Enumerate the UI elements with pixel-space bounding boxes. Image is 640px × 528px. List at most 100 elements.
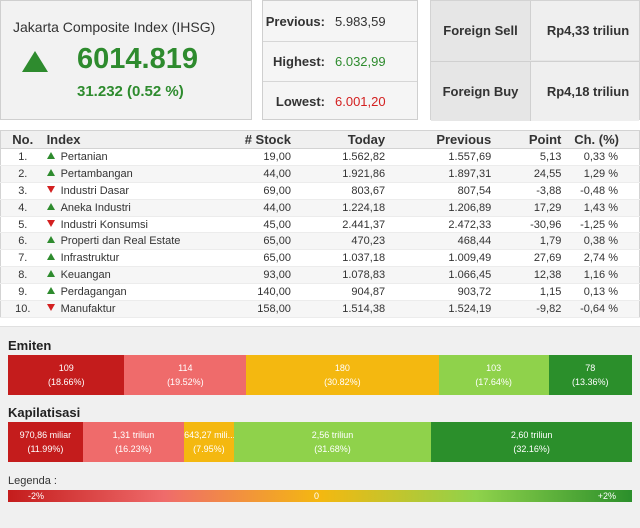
kapitalisasi-segment: 970,86 miliar (11.99%) — [8, 422, 83, 462]
cell-stock: 69,00 — [214, 182, 291, 200]
kapitalisasi-segment: 1,31 triliun (16.23%) — [82, 422, 185, 462]
emiten-segment-value: 114 — [178, 363, 193, 373]
cell-point: 27,69 — [491, 249, 562, 268]
legend-max-label: +2% — [597, 491, 616, 501]
cell-no: 1. — [0, 148, 45, 166]
cell-previous: 1.009,49 — [385, 249, 492, 268]
cell-previous: 1.897,31 — [385, 165, 492, 183]
table-row: 9. Perdagangan 140,00 904,87 903,72 1,15 0,13 … — [0, 283, 640, 302]
cell-no: 5. — [0, 216, 45, 234]
emiten-segment: 103 (17.64%) — [438, 355, 549, 395]
legend-title: Legenda : — [8, 475, 57, 487]
trend-up-icon — [22, 51, 48, 72]
emiten-segment-percent: (30.82%) — [324, 377, 361, 387]
cell-point: -30,96 — [491, 216, 562, 234]
cell-index-name: Manufaktur — [60, 302, 116, 315]
cell-index: Infrastruktur — [44, 249, 215, 268]
emiten-segment-value: 180 — [334, 363, 350, 373]
emiten-segment-value: 103 — [486, 363, 502, 373]
cell-change: 0,13 % — [561, 283, 640, 302]
header-index: Index — [44, 130, 215, 149]
stat-highest: Highest: 6.032,99 — [263, 41, 417, 81]
stat-lowest-value: 6.001,20 — [335, 94, 386, 109]
cell-today: 470,23 — [290, 232, 386, 251]
cell-today: 1.921,86 — [290, 165, 386, 183]
trend-up-icon — [46, 270, 55, 278]
stat-previous-label: Previous: — [265, 13, 325, 29]
cell-today: 1.224,18 — [290, 199, 386, 217]
header-point: Point — [491, 130, 562, 149]
cell-point: 12,38 — [491, 266, 562, 285]
trend-down-icon — [46, 219, 55, 227]
legend-mid-label: 0 — [314, 491, 320, 501]
cell-no: 6. — [0, 232, 45, 251]
index-stats-panel: Previous: 5.983,59 Highest: 6.032,99 Low… — [262, 0, 418, 120]
cell-index-name: Perdagangan — [60, 286, 127, 299]
table-row: 4. Aneka Industri 44,00 1.224,18 1.206,89 17,… — [0, 199, 640, 217]
cell-index-name: Aneka Industri — [60, 201, 131, 214]
trend-up-icon — [46, 202, 55, 210]
kapitalisasi-segment: 2,60 triliun (32.16%) — [431, 422, 633, 462]
sector-index-table: No. Index # Stock Today Previous Point C… — [0, 130, 640, 318]
trend-up-icon — [46, 253, 55, 261]
cell-no: 7. — [0, 249, 45, 268]
cell-previous: 1.557,69 — [385, 148, 492, 166]
index-summary-panel: Jakarta Composite Index (IHSG) 6014.819 … — [0, 0, 252, 120]
table-row: 2. Pertambangan 44,00 1.921,86 1.897,31 24,55… — [0, 165, 640, 183]
cell-change: 1,16 % — [561, 266, 640, 285]
stat-lowest: Lowest: 6.001,20 — [263, 81, 417, 121]
trend-down-icon — [46, 303, 55, 311]
cell-point: 17,29 — [491, 199, 562, 217]
cell-stock: 19,00 — [214, 148, 291, 166]
cell-index-name: Industri Konsumsi — [60, 218, 148, 231]
cell-no: 9. — [0, 283, 45, 302]
table-row: 7. Infrastruktur 65,00 1.037,18 1.009,49 27,6… — [0, 249, 640, 268]
cell-today: 803,67 — [290, 182, 386, 200]
cell-index-name: Pertambangan — [60, 167, 133, 180]
kapitalisasi-segment-value: 1,31 triliun — [112, 430, 155, 440]
foreign-sell-value: Rp4,33 triliun — [531, 1, 639, 60]
cell-stock: 140,00 — [214, 283, 291, 302]
emiten-segment-value: 109 — [58, 363, 74, 373]
cell-today: 904,87 — [290, 283, 386, 302]
cell-change: -0,48 % — [561, 182, 640, 200]
foreign-buy-value: Rp4,18 triliun — [531, 61, 639, 121]
cell-point: -9,82 — [491, 300, 562, 318]
header-today: Today — [290, 130, 386, 149]
foreign-buy-row: Foreign Buy Rp4,18 triliun — [431, 61, 639, 121]
emiten-segment-percent: (18.66%) — [47, 377, 85, 387]
foreign-buy-label: Foreign Buy — [431, 61, 531, 121]
stat-previous: Previous: 5.983,59 — [263, 1, 417, 41]
kapitalisasi-segment-percent: (16.23%) — [115, 444, 152, 454]
emiten-bar: 109 (18.66%) 114 (19.52%) 180 (30.82%) 103 (17.… — [8, 355, 632, 395]
cell-previous: 807,54 — [385, 182, 492, 200]
cell-previous: 468,44 — [385, 232, 492, 251]
cell-stock: 93,00 — [214, 266, 291, 285]
emiten-segment-percent: (17.64%) — [475, 377, 512, 387]
cell-index: Industri Dasar — [44, 182, 215, 200]
cell-no: 8. — [0, 266, 45, 285]
stat-lowest-label: Lowest: — [275, 94, 325, 109]
cell-index: Properti dan Real Estate — [44, 232, 215, 251]
cell-change: -0,64 % — [561, 300, 640, 318]
emiten-segment: 180 (30.82%) — [246, 355, 439, 395]
trend-up-icon — [46, 151, 55, 159]
cell-index-name: Properti dan Real Estate — [60, 235, 181, 248]
emiten-segment: 78 (13.36%) — [548, 355, 632, 395]
header-stock: # Stock — [214, 130, 291, 149]
cell-stock: 65,00 — [214, 249, 291, 268]
emiten-title: Emiten — [8, 338, 52, 353]
header-previous: Previous — [385, 130, 492, 149]
cell-index-name: Industri Dasar — [60, 184, 130, 197]
kapitalisasi-segment: 2,56 triliun (31.68%) — [233, 422, 432, 462]
cell-today: 1.037,18 — [290, 249, 386, 268]
cell-index: Perdagangan — [44, 283, 215, 302]
table-row: 1. Pertanian 19,00 1.562,82 1.557,69 5,13 0,33… — [0, 148, 640, 166]
cell-change: 1,43 % — [561, 199, 640, 217]
cell-today: 2.441,37 — [290, 216, 386, 234]
kapitalisasi-segment-percent: (7.95%) — [193, 444, 225, 454]
kapitalisasi-segment-percent: (11.99%) — [27, 444, 64, 454]
cell-today: 1.514,38 — [290, 300, 386, 318]
cell-previous: 1.524,19 — [385, 300, 492, 318]
